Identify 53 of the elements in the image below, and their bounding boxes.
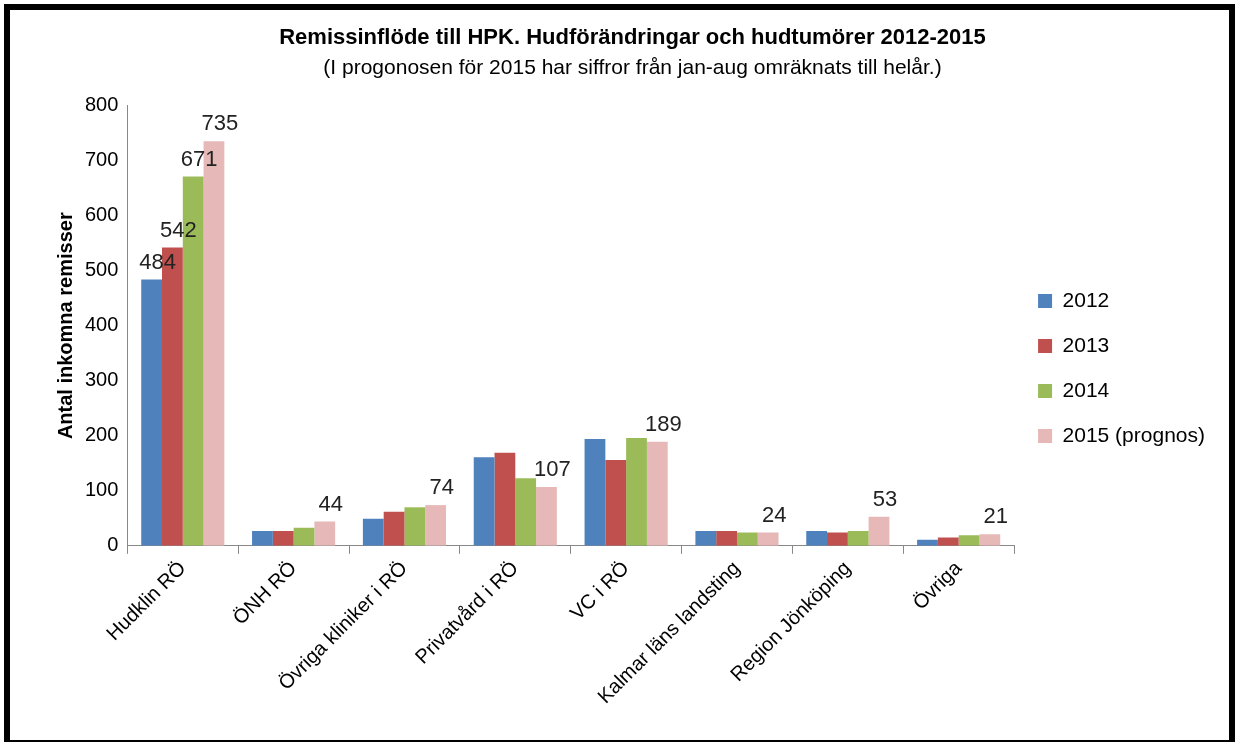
x-tick-label: VC i RÖ (565, 556, 633, 624)
bar (473, 457, 495, 546)
y-tick-label: 600 (84, 203, 119, 226)
bar (293, 527, 315, 546)
data-label: 671 (180, 145, 218, 171)
bar (141, 279, 163, 546)
bar (383, 511, 405, 546)
chart-title: Remissinflöde till HPK. Hudförändringar och hudtumörer 2012-2015 (279, 24, 986, 50)
y-tick-label: 700 (84, 148, 119, 171)
y-axis-title: Antal inkomna remisser (53, 212, 76, 440)
bar (716, 530, 737, 546)
data-label: 107 (534, 456, 571, 482)
bar (827, 532, 848, 546)
bar (314, 521, 336, 546)
data-label: 74 (429, 474, 454, 500)
data-label: 24 (761, 501, 787, 527)
y-tick-label: 0 (107, 533, 119, 556)
bar (536, 486, 557, 546)
bar (757, 532, 779, 546)
bar (404, 507, 426, 546)
y-tick-label: 300 (84, 368, 119, 391)
bar (958, 535, 980, 546)
bar (695, 530, 717, 546)
data-label: 21 (983, 503, 1009, 529)
y-tick-label: 400 (84, 313, 119, 336)
bar (494, 452, 516, 546)
bar (806, 530, 828, 546)
bar (646, 441, 668, 546)
data-label: 189 (644, 410, 682, 436)
legend-label: 2013 (1062, 332, 1110, 356)
bar (425, 505, 447, 546)
y-tick-label: 100 (84, 478, 119, 501)
data-label: 44 (318, 490, 344, 516)
chart-subtitle: (I progonosen för 2015 har siffror från jan-aug omräknats till helår.) (323, 54, 942, 78)
y-tick-label: 500 (84, 258, 119, 281)
data-label: 735 (201, 110, 239, 136)
bar (736, 532, 758, 546)
bar (252, 530, 273, 546)
bar (362, 518, 384, 546)
bar (515, 478, 537, 546)
bar (626, 437, 647, 546)
legend-label: 2014 (1062, 377, 1110, 401)
bar (847, 530, 869, 546)
y-tick-label: 800 (84, 93, 119, 116)
bar (868, 516, 890, 546)
legend-label: 2015 (prognos) (1062, 422, 1206, 446)
bar (605, 459, 627, 546)
bar (979, 534, 1001, 546)
y-tick-label: 200 (84, 423, 119, 446)
bar (584, 439, 606, 546)
data-label: 53 (872, 485, 898, 511)
legend-label: 2012 (1062, 287, 1110, 311)
bar (272, 530, 294, 546)
